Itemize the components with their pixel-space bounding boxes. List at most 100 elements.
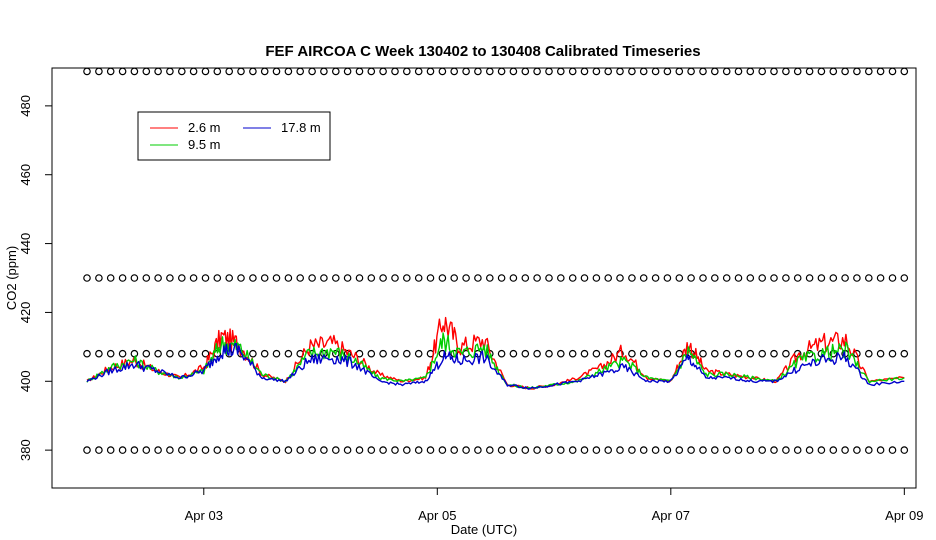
reference-point — [367, 446, 376, 454]
reference-point — [343, 446, 352, 454]
x-tick-label: Apr 05 — [418, 508, 456, 523]
reference-point — [734, 274, 743, 282]
reference-point — [118, 446, 127, 454]
reference-point — [770, 446, 778, 454]
reference-point — [746, 349, 755, 358]
x-tick-label: Apr 03 — [185, 508, 223, 523]
reference-point — [628, 349, 636, 358]
reference-point — [580, 349, 589, 358]
reference-point — [568, 349, 577, 358]
reference-point — [876, 446, 885, 454]
reference-point — [474, 274, 482, 282]
reference-point — [154, 446, 162, 454]
reference-point — [296, 274, 305, 282]
reference-point — [521, 349, 530, 358]
reference-point — [237, 67, 245, 76]
reference-point — [485, 446, 494, 454]
reference-point — [533, 274, 541, 282]
reference-point — [474, 446, 482, 454]
reference-point — [201, 274, 210, 282]
reference-point — [343, 274, 352, 282]
reference-point — [379, 67, 387, 76]
reference-point — [900, 349, 909, 358]
series-line-17-8-m — [86, 343, 905, 390]
reference-point — [296, 67, 305, 76]
reference-point — [699, 67, 707, 76]
reference-point — [260, 349, 269, 358]
reference-point — [545, 67, 553, 76]
reference-point — [95, 274, 103, 282]
reference-point — [853, 274, 861, 282]
reference-point — [580, 274, 589, 282]
reference-point — [343, 67, 352, 76]
reference-point — [699, 274, 707, 282]
reference-point — [414, 274, 423, 282]
reference-point — [166, 67, 174, 76]
reference-point — [841, 274, 849, 282]
reference-point — [308, 67, 316, 76]
reference-point — [485, 274, 494, 282]
reference-point — [166, 446, 174, 454]
reference-point — [628, 274, 636, 282]
reference-point — [95, 67, 103, 76]
reference-point — [189, 274, 198, 282]
reference-point — [710, 446, 719, 454]
reference-point — [758, 349, 767, 358]
reference-point — [864, 67, 873, 76]
reference-point — [154, 349, 162, 358]
reference-point — [249, 446, 257, 454]
reference-point — [178, 67, 186, 76]
reference-point — [201, 349, 210, 358]
reference-point — [438, 446, 447, 454]
reference-point — [604, 274, 613, 282]
reference-point — [722, 446, 731, 454]
reference-point — [568, 67, 577, 76]
reference-point — [308, 274, 316, 282]
reference-point — [260, 274, 269, 282]
reference-point — [509, 446, 518, 454]
reference-point — [604, 349, 613, 358]
y-tick-label: 380 — [18, 439, 33, 461]
reference-point — [580, 67, 589, 76]
reference-point — [142, 349, 151, 358]
reference-point — [320, 67, 328, 76]
reference-point — [864, 446, 873, 454]
reference-point — [900, 67, 909, 76]
series-line-9-5-m — [86, 332, 905, 390]
reference-point — [331, 446, 340, 454]
reference-point — [509, 349, 518, 358]
reference-point — [414, 349, 423, 358]
reference-point — [829, 446, 838, 454]
reference-point — [604, 67, 613, 76]
legend-box — [137, 111, 331, 161]
reference-point — [272, 349, 281, 358]
reference-point — [746, 446, 755, 454]
reference-point — [651, 349, 660, 358]
reference-point — [841, 446, 849, 454]
reference-point — [616, 446, 624, 454]
reference-point — [130, 67, 139, 76]
reference-point — [95, 446, 103, 454]
reference-point — [734, 67, 743, 76]
x-tick-label: Apr 07 — [652, 508, 690, 523]
reference-point — [497, 349, 506, 358]
series-lines — [86, 316, 905, 390]
reference-point — [391, 446, 399, 454]
reference-point — [83, 349, 91, 358]
reference-point — [782, 274, 790, 282]
reference-point — [391, 274, 399, 282]
reference-point — [497, 274, 506, 282]
reference-point — [710, 67, 719, 76]
reference-point — [841, 67, 849, 76]
reference-point — [130, 349, 139, 358]
reference-point — [675, 446, 684, 454]
reference-point — [130, 446, 139, 454]
reference-point — [106, 274, 115, 282]
reference-point — [699, 446, 707, 454]
legend: 2.6 m 9.5 m 17.8 m — [137, 111, 331, 161]
reference-point — [533, 67, 541, 76]
reference-point — [805, 274, 814, 282]
reference-point — [154, 274, 162, 282]
reference-point — [509, 67, 518, 76]
x-axis: Apr 03 Apr 05 Apr 07 Apr 09 — [185, 488, 923, 523]
